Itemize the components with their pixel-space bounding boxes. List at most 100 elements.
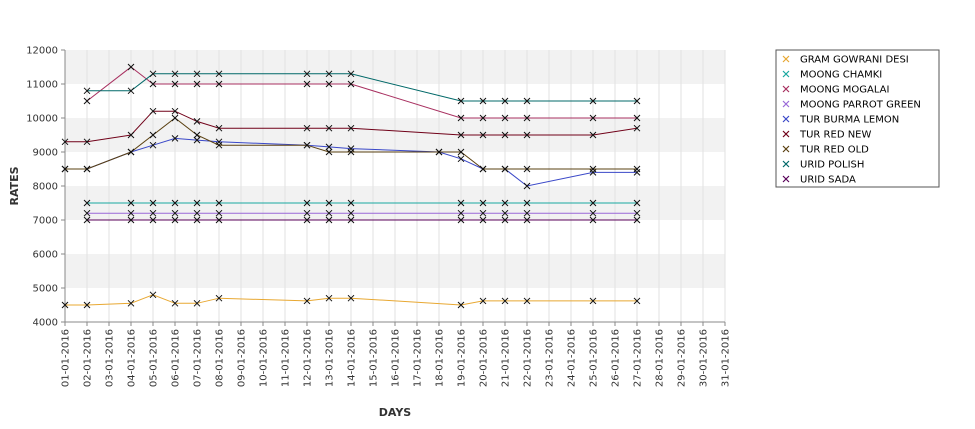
series-line	[65, 110, 638, 143]
data-point	[303, 297, 311, 305]
data-point	[215, 216, 223, 224]
legend-label: GRAM GOWRANI DESI	[800, 55, 909, 66]
data-point	[347, 216, 355, 224]
data-point	[457, 209, 465, 217]
data-point	[325, 148, 333, 156]
legend-label: MOONG MOGALAI	[800, 85, 889, 96]
x-tick-label: 04-01-2016	[127, 329, 138, 387]
series-4	[83, 209, 641, 217]
legend-label: TUR RED NEW	[799, 130, 871, 141]
legend-label: URID SADA	[800, 175, 856, 186]
data-point	[303, 216, 311, 224]
data-point	[347, 70, 355, 78]
y-axis-title: RATES	[8, 166, 21, 205]
data-point	[61, 138, 69, 146]
series-layer	[61, 63, 641, 309]
x-tick-label: 08-01-2016	[215, 329, 226, 387]
data-point	[171, 216, 179, 224]
data-point	[347, 209, 355, 217]
data-point	[523, 216, 531, 224]
data-point	[589, 209, 597, 217]
data-point	[589, 114, 597, 122]
data-point	[193, 70, 201, 78]
x-tick-label: 01-01-2016	[61, 329, 72, 387]
legend-item: MOONG PARROT GREEN	[782, 100, 921, 111]
data-point	[633, 297, 641, 305]
data-point	[193, 131, 201, 139]
data-point	[83, 97, 91, 105]
y-tick-label: 12000	[26, 46, 58, 57]
y-axis-ticks: 4000 5000 6000 7000 8000 9000 10000 11000 12000	[26, 46, 65, 329]
data-point	[193, 118, 201, 125]
data-point	[501, 114, 509, 122]
data-point	[479, 209, 487, 217]
data-point	[127, 131, 135, 139]
data-point	[193, 199, 201, 207]
data-point	[149, 216, 157, 224]
legend-label: TUR RED OLD	[799, 145, 869, 156]
data-point	[435, 148, 443, 156]
data-point	[325, 143, 333, 151]
data-point	[127, 87, 135, 95]
data-point	[215, 124, 223, 132]
data-point	[633, 209, 641, 217]
data-point	[523, 297, 531, 305]
data-point	[347, 80, 355, 88]
data-point	[149, 141, 157, 149]
data-point	[83, 87, 91, 95]
x-tick-label: 18-01-2016	[435, 329, 446, 387]
legend-item: MOONG MOGALAI	[782, 85, 889, 96]
data-point	[633, 199, 641, 207]
legend-swatch	[782, 100, 790, 108]
data-point	[303, 199, 311, 207]
x-tick-label: 16-01-2016	[391, 329, 402, 387]
data-point	[523, 182, 531, 190]
y-tick-label: 4000	[33, 318, 58, 329]
legend-label: MOONG PARROT GREEN	[800, 100, 921, 111]
data-point	[523, 114, 531, 122]
x-tick-label: 31-01-2016	[721, 329, 732, 387]
data-point	[325, 199, 333, 207]
data-point	[325, 124, 333, 132]
data-point	[171, 114, 179, 122]
y-tick-label: 8000	[33, 182, 58, 193]
data-point	[523, 199, 531, 207]
data-point	[149, 131, 157, 139]
legend-item: URID SADA	[782, 175, 856, 186]
data-point	[523, 209, 531, 217]
legend-swatch	[782, 85, 790, 93]
y-tick-label: 11000	[26, 80, 58, 91]
data-point	[479, 216, 487, 224]
x-tick-label: 05-01-2016	[149, 329, 160, 387]
x-tick-label: 27-01-2016	[633, 329, 644, 387]
y-tick-label: 5000	[33, 284, 58, 295]
data-point	[193, 216, 201, 224]
data-point	[325, 70, 333, 78]
data-point	[149, 199, 157, 207]
data-point	[303, 124, 311, 132]
data-point	[127, 63, 135, 71]
x-tick-label: 15-01-2016	[369, 329, 380, 387]
data-point	[303, 141, 311, 149]
legend: GRAM GOWRANI DESI MOONG CHAMKI MOONG MOGAL…	[775, 49, 940, 188]
series-line	[65, 294, 637, 306]
legend-swatch	[782, 145, 790, 153]
data-point	[501, 209, 509, 217]
data-point	[171, 70, 179, 78]
data-point	[457, 301, 465, 309]
x-tick-label: 21-01-2016	[501, 329, 512, 387]
data-point	[193, 136, 201, 144]
legend-swatch	[782, 55, 790, 63]
data-point	[457, 97, 465, 105]
x-tick-label: 12-01-2016	[303, 329, 314, 387]
data-point	[127, 209, 135, 217]
data-point	[83, 216, 91, 224]
data-point	[589, 199, 597, 207]
data-point	[325, 216, 333, 224]
data-point	[149, 209, 157, 217]
data-point	[347, 148, 355, 156]
legend-swatch	[782, 160, 790, 168]
data-point	[149, 70, 157, 78]
